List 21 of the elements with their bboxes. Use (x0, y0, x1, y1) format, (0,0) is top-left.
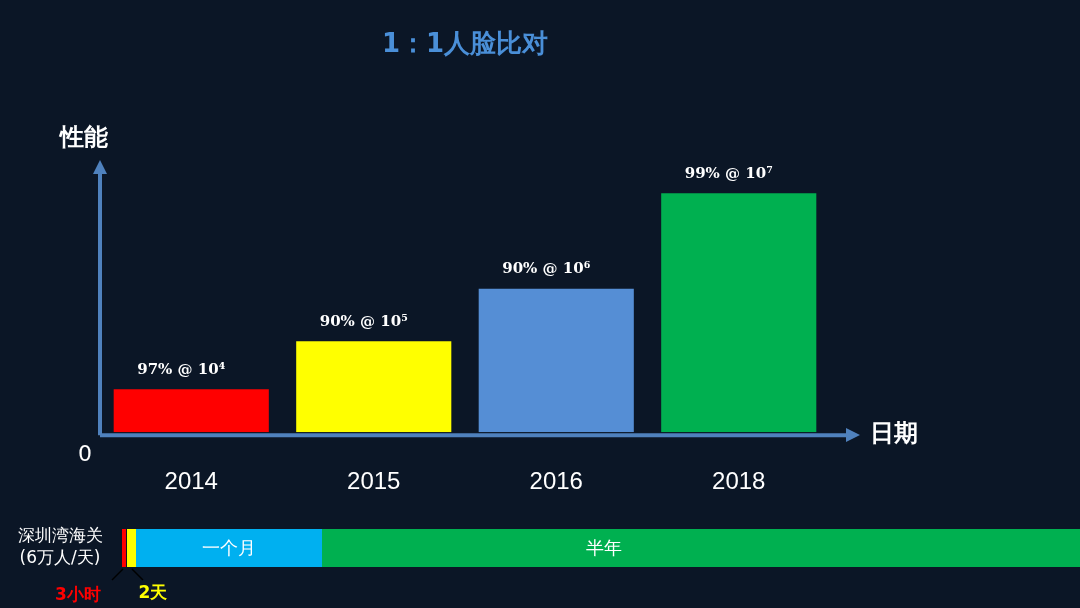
annotation: 90% @ 10⁵ (319, 311, 408, 330)
x-tick-label: 2015 (347, 467, 401, 495)
x-tick-label: 2016 (529, 467, 583, 495)
text: 3小时 (55, 584, 101, 604)
bar (296, 341, 452, 433)
text: 2天 (138, 582, 168, 602)
x-tick-label: 2018 (712, 467, 766, 495)
annotation: 99% @ 10⁷ (684, 163, 773, 182)
annotation: 90% @ 10⁶ (502, 259, 591, 278)
bar (113, 389, 269, 433)
text: 深圳湾海关(6万人/天) (16, 524, 104, 568)
bar (478, 288, 634, 433)
text: 半年 (586, 537, 622, 558)
text: 一个月 (202, 537, 256, 558)
bar (661, 193, 817, 433)
x-tick-label: 2014 (164, 467, 218, 495)
x-axis-title: 日期 (870, 419, 918, 448)
y-axis-title: 性能 (58, 123, 108, 152)
chart-title: 1：1人脸比对 (381, 28, 549, 59)
annotation: 97% @ 10⁴ (137, 359, 226, 378)
text: 0 (78, 440, 92, 466)
